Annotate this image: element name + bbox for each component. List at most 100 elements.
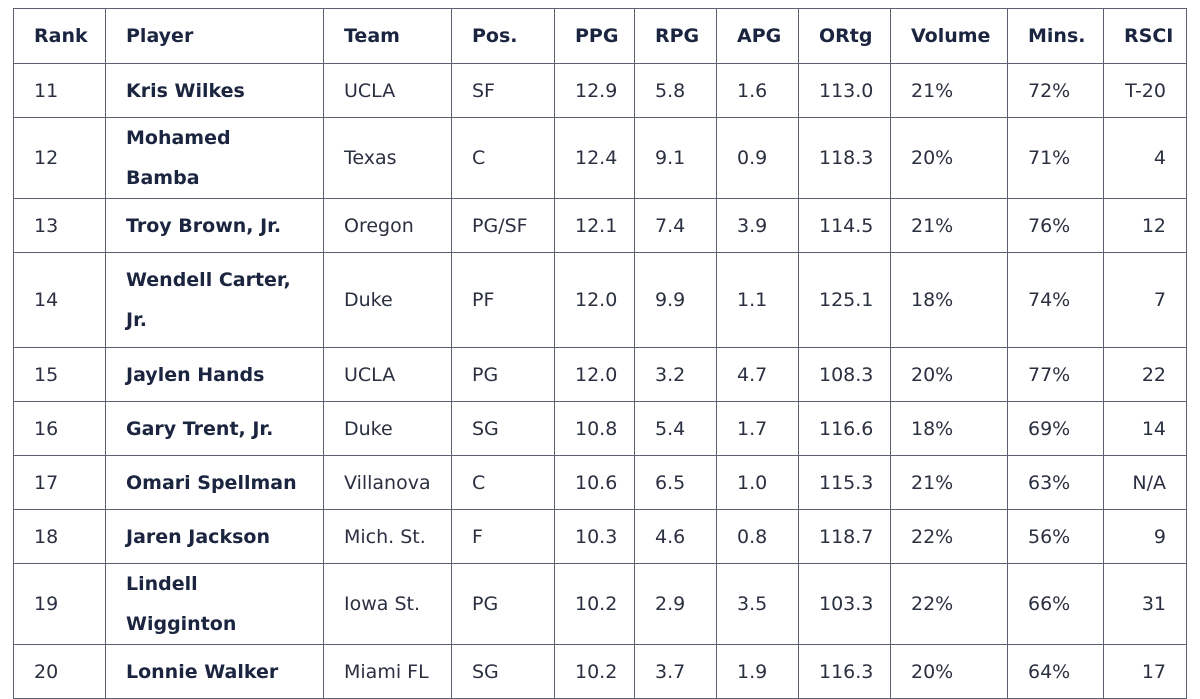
cell-mins: 64% <box>1007 644 1104 699</box>
table-row: 17 Omari Spellman Villanova C 10.6 6.5 1.0 115.… <box>13 455 1187 510</box>
cell-rsci: T-20 <box>1103 63 1187 118</box>
cell-ppg: 12.0 <box>554 252 635 348</box>
cell-team: UCLA <box>323 347 452 402</box>
cell-pos: PF <box>451 252 555 348</box>
player-stats-table: Rank Player Team Pos. PPG RPG APG ORtg V… <box>13 8 1187 699</box>
cell-player: Gary Trent, Jr. <box>105 401 324 456</box>
cell-pos: PG/SF <box>451 198 555 253</box>
cell-rank: 12 <box>13 117 106 199</box>
header-apg: APG <box>716 8 799 64</box>
cell-player: Mohamed Bamba <box>105 117 324 199</box>
cell-team: Texas <box>323 117 452 199</box>
table-row: 20 Lonnie Walker Miami FL SG 10.2 3.7 1.9 116.3… <box>13 644 1187 699</box>
cell-apg: 1.7 <box>716 401 799 456</box>
cell-pos: PG <box>451 347 555 402</box>
cell-team: Iowa St. <box>323 563 452 645</box>
cell-rsci: 31 <box>1103 563 1187 645</box>
cell-apg: 3.5 <box>716 563 799 645</box>
cell-ortg: 115.3 <box>798 455 891 510</box>
cell-mins: 56% <box>1007 509 1104 564</box>
cell-rank: 13 <box>13 198 106 253</box>
cell-ppg: 10.6 <box>554 455 635 510</box>
cell-pos: F <box>451 509 555 564</box>
table-row: 19 Lindell Wigginton Iowa St. PG 10.2 2.9 3.5 1… <box>13 563 1187 645</box>
cell-rpg: 3.2 <box>634 347 717 402</box>
cell-apg: 1.0 <box>716 455 799 510</box>
cell-rank: 18 <box>13 509 106 564</box>
cell-volume: 18% <box>890 401 1008 456</box>
cell-ppg: 12.1 <box>554 198 635 253</box>
cell-rpg: 6.5 <box>634 455 717 510</box>
cell-rank: 19 <box>13 563 106 645</box>
cell-volume: 20% <box>890 347 1008 402</box>
cell-rsci: N/A <box>1103 455 1187 510</box>
table-header-row: Rank Player Team Pos. PPG RPG APG ORtg V… <box>13 8 1187 64</box>
cell-pos: C <box>451 455 555 510</box>
cell-rank: 16 <box>13 401 106 456</box>
cell-mins: 71% <box>1007 117 1104 199</box>
cell-rsci: 17 <box>1103 644 1187 699</box>
header-ppg: PPG <box>554 8 635 64</box>
cell-ortg: 118.7 <box>798 509 891 564</box>
cell-ortg: 108.3 <box>798 347 891 402</box>
table-row: 14 Wendell Carter, Jr. Duke PF 12.0 9.9 1.1 125… <box>13 252 1187 348</box>
cell-apg: 1.9 <box>716 644 799 699</box>
stats-table-container: Rank Player Team Pos. PPG RPG APG ORtg V… <box>13 8 1187 699</box>
cell-team: Mich. St. <box>323 509 452 564</box>
cell-team: Duke <box>323 401 452 456</box>
cell-mins: 74% <box>1007 252 1104 348</box>
cell-volume: 21% <box>890 455 1008 510</box>
cell-volume: 18% <box>890 252 1008 348</box>
cell-apg: 0.9 <box>716 117 799 199</box>
cell-rpg: 5.8 <box>634 63 717 118</box>
cell-apg: 1.6 <box>716 63 799 118</box>
cell-team: UCLA <box>323 63 452 118</box>
cell-mins: 77% <box>1007 347 1104 402</box>
cell-pos: PG <box>451 563 555 645</box>
cell-ortg: 116.6 <box>798 401 891 456</box>
cell-pos: SG <box>451 401 555 456</box>
cell-player: Jaren Jackson <box>105 509 324 564</box>
cell-ppg: 10.2 <box>554 563 635 645</box>
header-volume: Volume <box>890 8 1008 64</box>
cell-ortg: 113.0 <box>798 63 891 118</box>
cell-ppg: 12.9 <box>554 63 635 118</box>
cell-mins: 76% <box>1007 198 1104 253</box>
cell-player: Lindell Wigginton <box>105 563 324 645</box>
table-row: 18 Jaren Jackson Mich. St. F 10.3 4.6 0.8 118.7… <box>13 509 1187 564</box>
cell-player: Wendell Carter, Jr. <box>105 252 324 348</box>
cell-rank: 11 <box>13 63 106 118</box>
cell-rank: 14 <box>13 252 106 348</box>
cell-player: Lonnie Walker <box>105 644 324 699</box>
table-row: 13 Troy Brown, Jr. Oregon PG/SF 12.1 7.4 3.9 11… <box>13 198 1187 253</box>
cell-team: Duke <box>323 252 452 348</box>
header-rpg: RPG <box>634 8 717 64</box>
cell-apg: 1.1 <box>716 252 799 348</box>
cell-rpg: 5.4 <box>634 401 717 456</box>
cell-mins: 63% <box>1007 455 1104 510</box>
cell-rpg: 3.7 <box>634 644 717 699</box>
cell-ppg: 12.0 <box>554 347 635 402</box>
cell-rank: 15 <box>13 347 106 402</box>
header-rsci: RSCI <box>1103 8 1187 64</box>
cell-rsci: 22 <box>1103 347 1187 402</box>
cell-apg: 4.7 <box>716 347 799 402</box>
header-team: Team <box>323 8 452 64</box>
header-ortg: ORtg <box>798 8 891 64</box>
header-pos: Pos. <box>451 8 555 64</box>
cell-volume: 20% <box>890 644 1008 699</box>
cell-rsci: 7 <box>1103 252 1187 348</box>
cell-ppg: 10.3 <box>554 509 635 564</box>
cell-mins: 69% <box>1007 401 1104 456</box>
cell-pos: SF <box>451 63 555 118</box>
header-rank: Rank <box>13 8 106 64</box>
header-player: Player <box>105 8 324 64</box>
cell-team: Oregon <box>323 198 452 253</box>
table-row: 11 Kris Wilkes UCLA SF 12.9 5.8 1.6 113.0 21% 72%… <box>13 63 1187 118</box>
cell-apg: 0.8 <box>716 509 799 564</box>
table-row: 16 Gary Trent, Jr. Duke SG 10.8 5.4 1.7 116.6 18… <box>13 401 1187 456</box>
cell-apg: 3.9 <box>716 198 799 253</box>
cell-rpg: 2.9 <box>634 563 717 645</box>
cell-ortg: 114.5 <box>798 198 891 253</box>
cell-ortg: 116.3 <box>798 644 891 699</box>
